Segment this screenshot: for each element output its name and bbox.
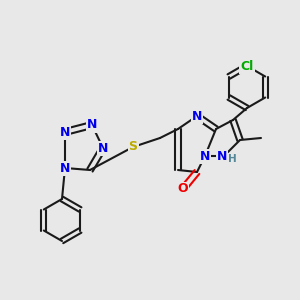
Text: N: N [60,125,70,139]
Text: N: N [200,149,210,163]
Text: O: O [178,182,188,196]
Text: N: N [98,142,108,154]
Text: H: H [228,154,236,164]
Text: S: S [128,140,137,154]
Text: N: N [192,110,202,122]
Text: Cl: Cl [240,59,254,73]
Text: N: N [60,161,70,175]
Text: N: N [87,118,97,131]
Text: N: N [217,149,227,163]
